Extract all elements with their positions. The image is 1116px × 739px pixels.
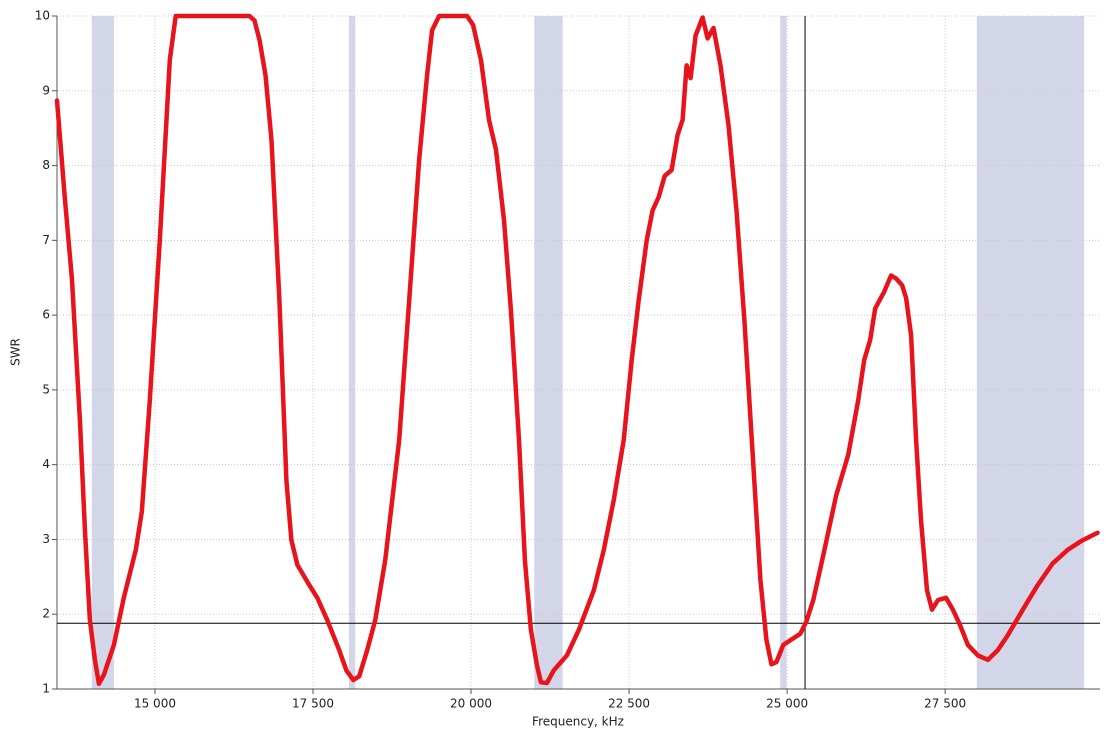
band — [976, 16, 1085, 689]
x-tick-label: 22 500 — [608, 697, 650, 711]
x-tick-label: 20 000 — [450, 697, 492, 711]
x-tick-label: 27 500 — [924, 697, 966, 711]
y-tick-label: 10 — [35, 9, 50, 23]
y-tick-label: 6 — [42, 308, 50, 322]
y-axis-label: SWR — [9, 338, 23, 366]
x-tick-label: 25 000 — [766, 697, 808, 711]
x-tick-label: 17 500 — [292, 697, 334, 711]
band — [534, 16, 563, 689]
band — [780, 16, 787, 689]
x-axis-label: Frequency, kHz — [532, 715, 624, 729]
y-tick-label: 9 — [42, 83, 50, 97]
y-tick-label: 5 — [42, 382, 50, 396]
band — [348, 16, 356, 689]
y-tick-label: 8 — [42, 158, 50, 172]
x-tick-label: 15 000 — [134, 697, 176, 711]
y-tick-label: 7 — [42, 233, 50, 247]
y-tick-label: 2 — [42, 607, 50, 621]
y-tick-label: 3 — [42, 532, 50, 546]
swr-line — [54, 13, 1100, 687]
band — [91, 16, 114, 689]
y-tick-label: 4 — [42, 457, 50, 471]
y-tick-label: 1 — [42, 682, 50, 696]
